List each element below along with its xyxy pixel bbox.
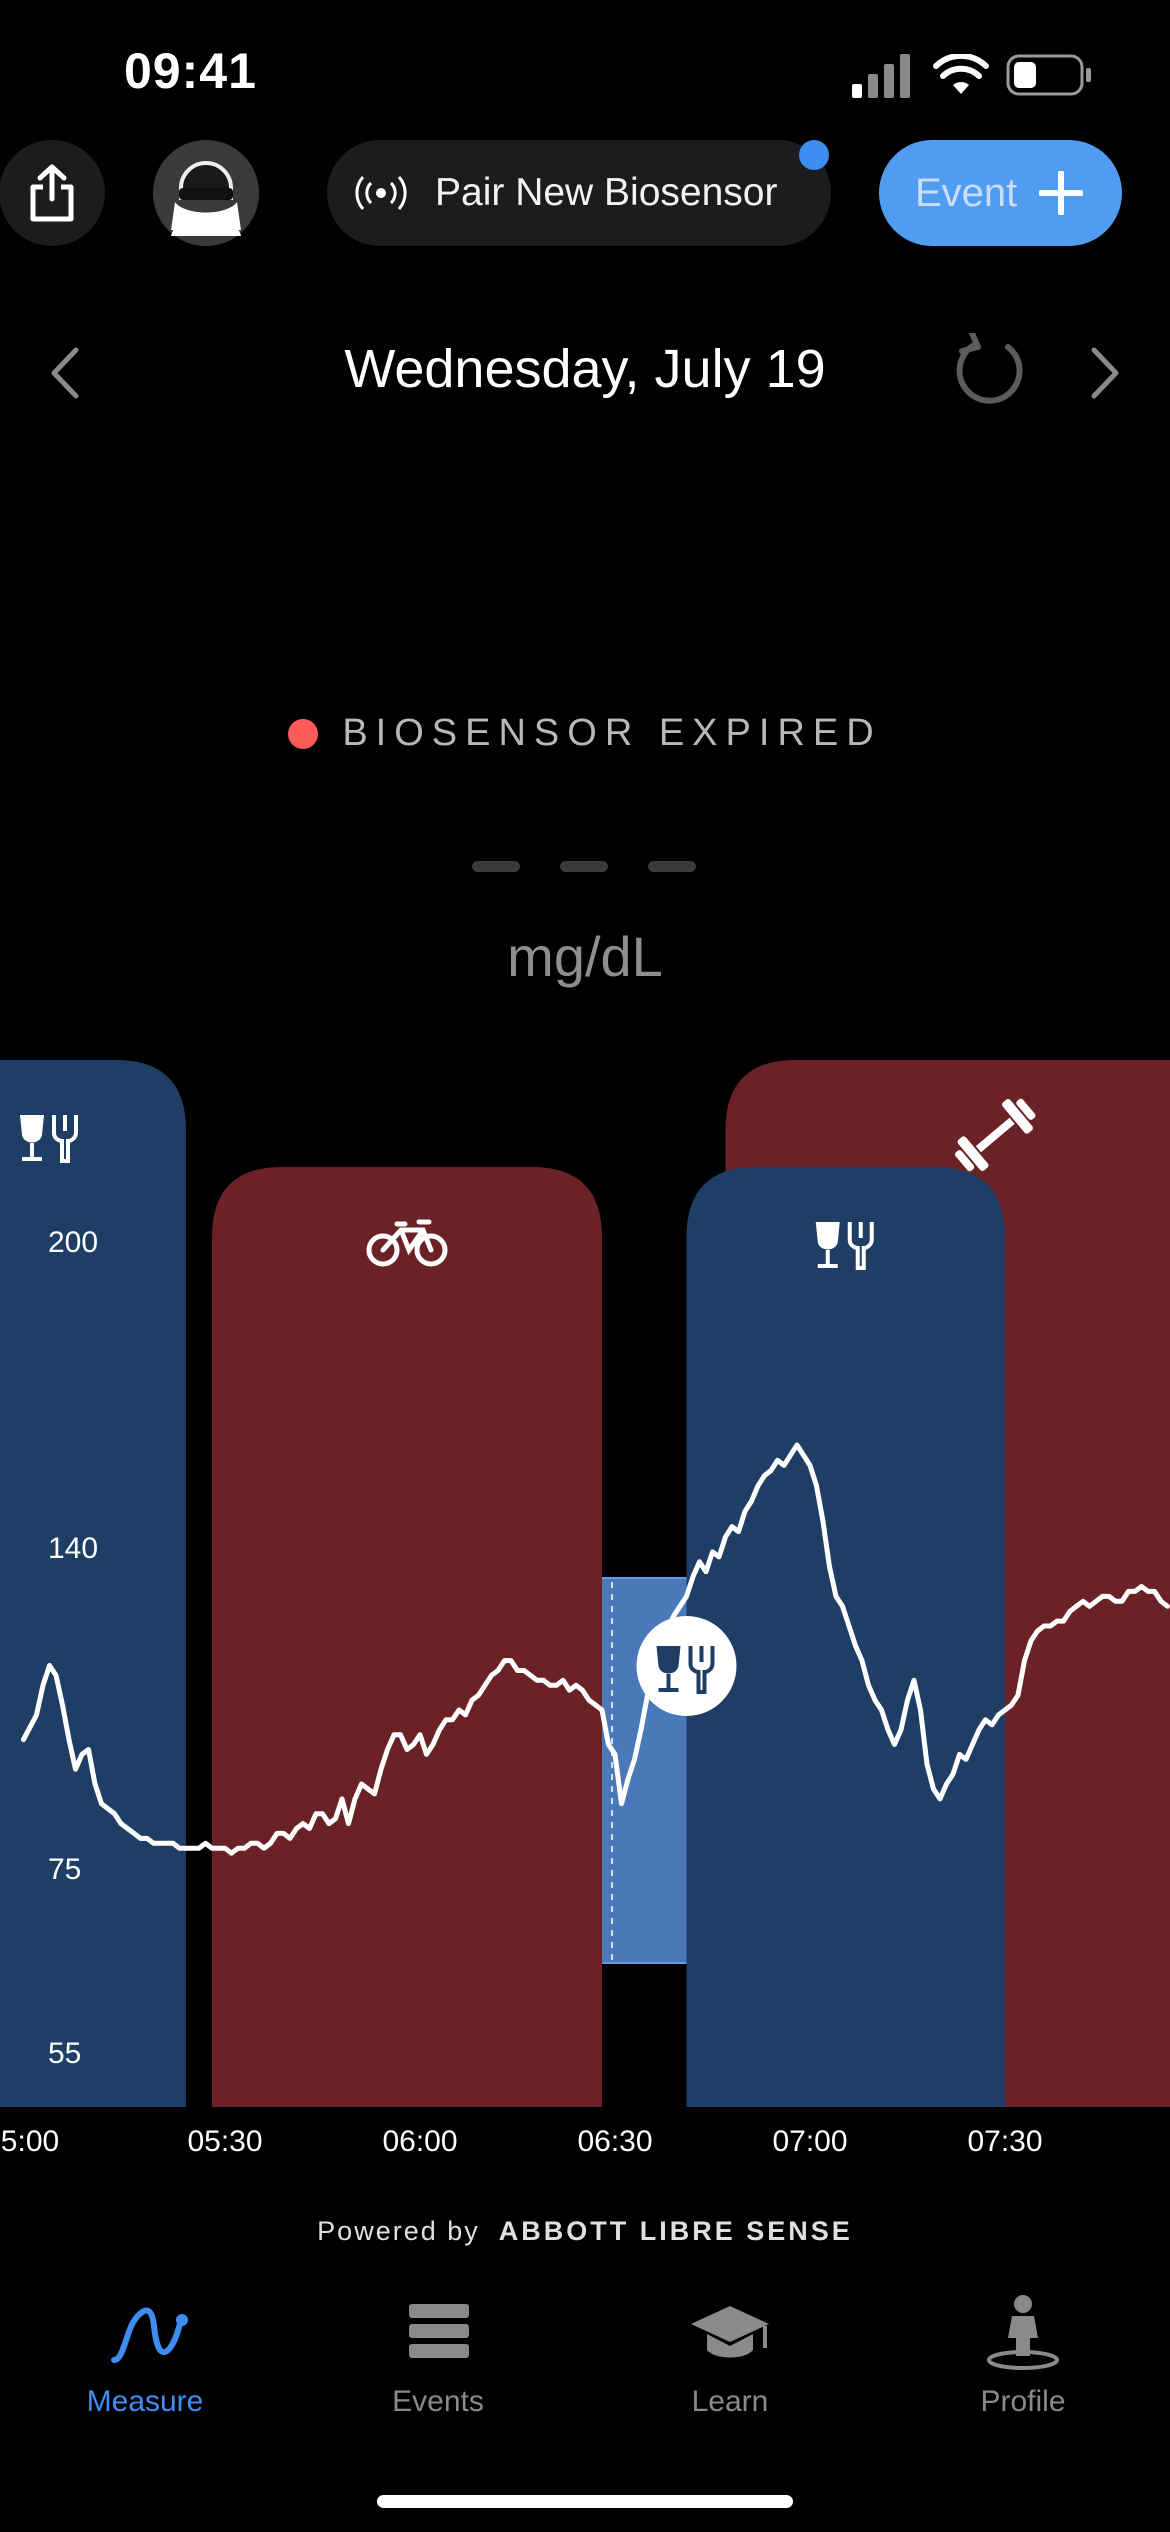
glucose-placeholder-dash — [560, 861, 608, 872]
status-dot — [288, 718, 319, 749]
y-tick-label: 200 — [48, 1226, 98, 1259]
list-icon — [409, 2304, 469, 2358]
avatar-icon — [153, 140, 259, 246]
next-day-button[interactable] — [1088, 346, 1122, 400]
refresh-button[interactable] — [950, 333, 1030, 413]
glucose-line — [21, 1442, 1170, 1856]
powered-by-brand: ABBOTT LIBRE SENSE — [498, 2216, 853, 2246]
tab-profile-label: Profile — [980, 2385, 1066, 2418]
tab-learn-label: Learn — [691, 2385, 769, 2418]
y-tick-label: 55 — [48, 2037, 81, 2070]
tab-measure[interactable]: Measure — [35, 2290, 255, 2419]
graduation-cap-icon — [691, 2306, 769, 2358]
add-event-button[interactable]: Event — [879, 140, 1122, 246]
wave-icon — [111, 2307, 188, 2363]
wine-fork-icon — [815, 1222, 874, 1270]
tab-profile[interactable]: Profile — [913, 2290, 1133, 2419]
x-tick-label: 07:00 — [772, 2125, 847, 2158]
y-tick-label: 140 — [48, 1532, 98, 1565]
exercise-event-card[interactable] — [212, 1167, 602, 2107]
x-tick-label: 5:00 — [1, 2125, 59, 2158]
tab-learn[interactable]: Learn — [620, 2290, 840, 2419]
battery-icon — [1006, 54, 1091, 96]
powered-by-text: Powered by — [317, 2216, 480, 2246]
sensor-status-text: BIOSENSOR EXPIRED — [342, 712, 882, 754]
share-button[interactable] — [0, 140, 105, 246]
broadcast-icon — [355, 176, 407, 210]
y-tick-label: 75 — [48, 1853, 81, 1886]
home-indicator — [377, 2495, 793, 2508]
x-tick-label: 05:30 — [187, 2125, 262, 2158]
cellular-signal-icon — [852, 54, 910, 98]
glucose-unit: mg/dL — [507, 925, 663, 988]
glucose-placeholder-dash — [648, 861, 696, 872]
meal-marker[interactable] — [636, 1616, 737, 1716]
wine-fork-icon — [656, 1646, 715, 1694]
wine-fork-icon — [20, 1115, 78, 1163]
status-time: 09:41 — [124, 43, 257, 99]
pair-biosensor-label: Pair New Biosensor — [435, 171, 778, 214]
wifi-icon — [933, 54, 989, 94]
share-icon — [30, 164, 74, 222]
dumbbell-icon — [955, 1098, 1036, 1172]
tab-events-label: Events — [392, 2385, 484, 2418]
glucose-placeholder-dash — [472, 861, 520, 872]
plus-icon — [1039, 171, 1084, 215]
avatar[interactable] — [153, 140, 259, 246]
meal-event-card[interactable] — [0, 1060, 186, 2107]
tab-measure-label: Measure — [86, 2385, 204, 2418]
sensor-status: BIOSENSOR EXPIRED — [0, 712, 1170, 755]
pair-biosensor-button[interactable]: Pair New Biosensor — [327, 140, 831, 246]
x-tick-label: 07:30 — [967, 2125, 1042, 2158]
tab-events[interactable]: Events — [328, 2290, 548, 2419]
bicycle-icon — [366, 1219, 448, 1267]
notification-dot — [799, 140, 829, 170]
powered-by: Powered by ABBOTT LIBRE SENSE — [0, 2216, 1170, 2247]
x-tick-label: 06:00 — [382, 2125, 457, 2158]
date-title: Wednesday, July 19 — [344, 339, 826, 399]
x-tick-label: 06:30 — [577, 2125, 652, 2158]
meal-event-card[interactable] — [686, 1167, 1006, 2107]
previous-day-button[interactable] — [48, 346, 82, 400]
add-event-label: Event — [915, 170, 1018, 215]
person-icon — [987, 2295, 1059, 2370]
glucose-chart[interactable]: 20014075555:0005:3006:0006:3007:0007:300… — [0, 1060, 1170, 2180]
